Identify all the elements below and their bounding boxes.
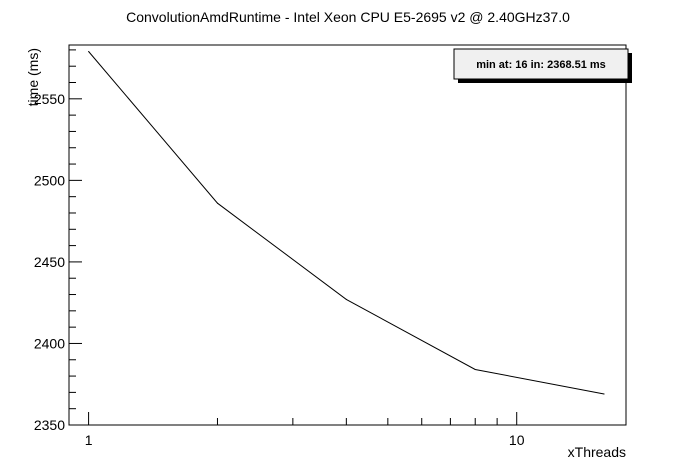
min-annotation: min at: 16 in: 2368.51 ms	[476, 59, 606, 71]
data-point	[345, 298, 347, 300]
x-axis-title: xThreads	[568, 444, 626, 460]
y-tick-label: 2550	[34, 91, 65, 107]
y-axis-tick-labels: 2350 2400 2450 2500 2550	[34, 91, 65, 433]
series-group	[88, 51, 605, 395]
y-axis-title: time (ms)	[25, 48, 41, 106]
plot-frame	[68, 44, 627, 426]
chart-title: ConvolutionAmdRuntime - Intel Xeon CPU E…	[126, 9, 570, 25]
legend-background	[453, 48, 629, 80]
data-point	[216, 202, 218, 204]
data-point	[603, 393, 605, 395]
y-tick-label: 2450	[34, 254, 65, 270]
data-point	[88, 51, 90, 53]
y-tick-label: 2350	[34, 417, 65, 433]
y-tick-label: 2500	[34, 172, 65, 188]
x-axis-ticks	[88, 412, 518, 425]
y-axis-ticks	[69, 49, 82, 426]
legend-box: min at: 16 in: 2368.51 ms	[453, 48, 632, 83]
y-tick-label: 2400	[34, 335, 65, 351]
x-axis-tick-labels: 1 10	[85, 432, 525, 448]
x-tick-label: 10	[509, 432, 525, 448]
series-line	[88, 51, 605, 395]
data-point	[474, 369, 476, 371]
x-tick-label: 1	[85, 432, 93, 448]
